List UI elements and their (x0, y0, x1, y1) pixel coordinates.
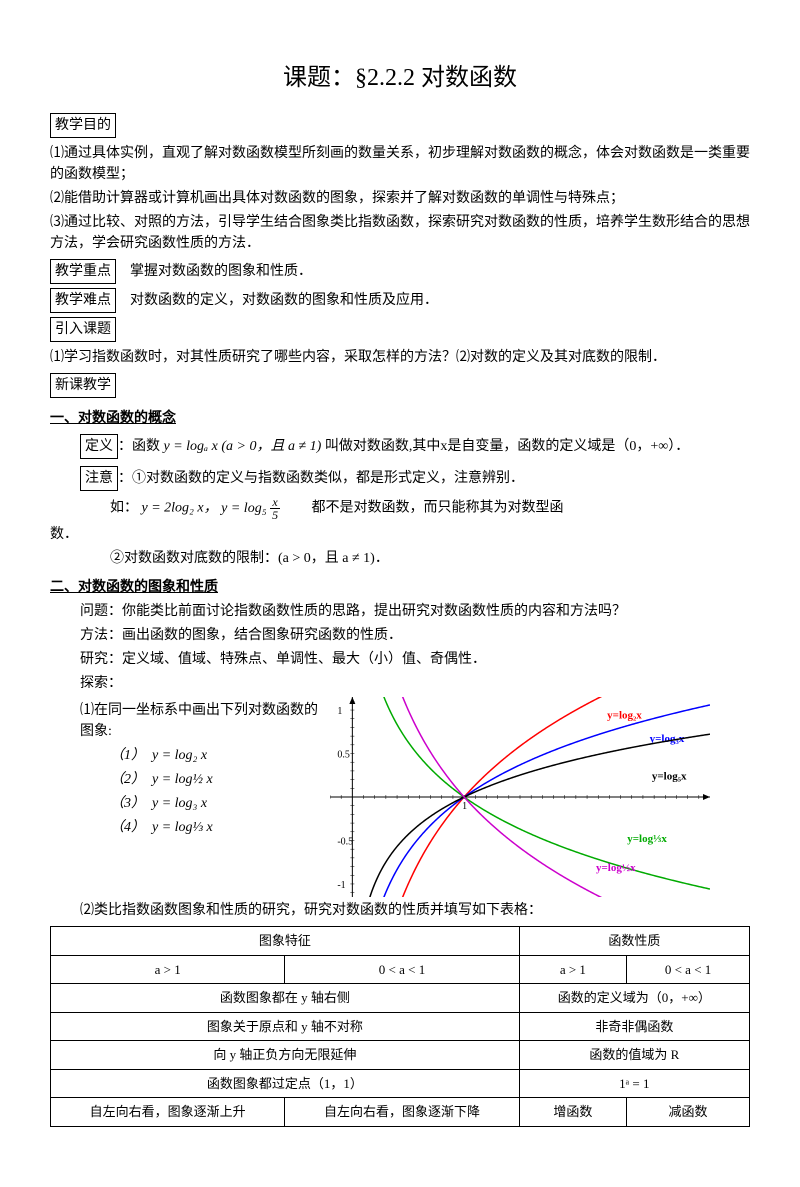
svg-text:0.5: 0.5 (337, 750, 350, 761)
header-difficulty: 教学难点 (50, 288, 116, 313)
svg-text:y=log⅓x: y=log⅓x (627, 833, 667, 845)
log-graph: 10.5-0.5-11y=log₂xy=log₃xy=log₅xy=log⅓xy… (330, 697, 710, 897)
table-row: a > 1 0 < a < 1 a > 1 0 < a < 1 (51, 955, 750, 984)
goal-2: ⑵能借助计算器或计算机画出具体对数函数的图象，探索并了解对数函数的单调性与特殊点… (50, 188, 750, 209)
svg-text:1: 1 (462, 801, 467, 812)
example-line-2: 数． (50, 524, 750, 545)
th-image: 图象特征 (51, 927, 520, 956)
example-line-1: 如： y = 2log₂ x， y = log₅ x5 都不是对数函数，而只能称… (50, 496, 750, 521)
cell: a > 1 (519, 955, 626, 984)
difficulty-text: 对数函数的定义，对数函数的图象和性质及应用． (130, 293, 438, 308)
header-goal: 教学目的 (50, 113, 116, 138)
table-row: 函数图象都过定点（1，1） 1ᵃ = 1 (51, 1069, 750, 1098)
section2-title: 二、对数函数的图象和性质 (50, 577, 750, 598)
method: 方法：画出函数的图象，结合图象研究函数的性质． (50, 625, 750, 646)
table-row: 图象关于原点和 y 轴不对称 非奇非偶函数 (51, 1012, 750, 1041)
table-intro: ⑵类比指数函数图象和性质的研究，研究对数函数的性质并填写如下表格： (50, 900, 750, 921)
cell: 函数图象都在 y 轴右侧 (51, 984, 520, 1013)
cell: 1ᵃ = 1 (519, 1069, 749, 1098)
th-props: 函数性质 (519, 927, 749, 956)
definition-label: 定义 (80, 434, 118, 459)
section1-title: 一、对数函数的概念 (50, 408, 750, 429)
note-line-2: ②对数函数对底数的限制：(a > 0，且 a ≠ 1)． (50, 548, 750, 569)
page-title: 课题：§2.2.2 对数函数 (50, 60, 750, 96)
goal-1: ⑴通过具体实例，直观了解对数函数模型所刻画的数量关系，初步理解对数函数的概念，体… (50, 143, 750, 185)
cell: 自左向右看，图象逐渐上升 (51, 1098, 285, 1127)
table-row: 向 y 轴正负方向无限延伸 函数的值域为 R (51, 1041, 750, 1070)
cell: 0 < a < 1 (627, 955, 750, 984)
graph-intro: ⑴在同一坐标系中画出下列对数函数的图象: (50, 700, 330, 742)
note-line-1: 注意：①对数函数的定义与指数函数类似，都是形式定义，注意辨别． (50, 464, 750, 493)
fn-4: （4） y = log⅓ x (50, 817, 330, 838)
cell: 0 < a < 1 (285, 955, 519, 984)
cell: 图象关于原点和 y 轴不对称 (51, 1012, 520, 1041)
svg-text:y=log₅x: y=log₅x (652, 771, 687, 783)
cell: 向 y 轴正负方向无限延伸 (51, 1041, 520, 1070)
research: 研究：定义域、值域、特殊点、单调性、最大（小）值、奇偶性． (50, 649, 750, 670)
cell: 函数的值域为 R (519, 1041, 749, 1070)
intro-text: ⑴学习指数函数时，对其性质研究了哪些内容，采取怎样的方法？⑵对数的定义及其对底数… (50, 347, 750, 368)
svg-text:1: 1 (337, 706, 342, 717)
explore: 探索： (50, 673, 750, 694)
cell: 减函数 (627, 1098, 750, 1127)
cell: 自左向右看，图象逐渐下降 (285, 1098, 519, 1127)
table-row: 自左向右看，图象逐渐上升 自左向右看，图象逐渐下降 增函数 减函数 (51, 1098, 750, 1127)
header-intro: 引入课题 (50, 317, 116, 342)
fn-1: （1） y = log₂ x (50, 745, 330, 766)
cell: 函数图象都过定点（1，1） (51, 1069, 520, 1098)
table-row: 函数图象都在 y 轴右侧 函数的定义域为（0，+∞） (51, 984, 750, 1013)
header-newlesson: 新课教学 (50, 373, 116, 398)
svg-text:y=log½x: y=log½x (596, 862, 636, 874)
definition-line: 定义：函数 y = logₐ x (a > 0，且 a ≠ 1) 叫做对数函数,… (50, 432, 750, 461)
svg-text:-0.5: -0.5 (337, 836, 353, 847)
table-row: 图象特征 函数性质 (51, 927, 750, 956)
header-keypoint: 教学重点 (50, 259, 116, 284)
svg-text:-1: -1 (337, 880, 345, 891)
svg-text:y=log₂x: y=log₂x (607, 710, 642, 722)
keypoint-text: 掌握对数函数的图象和性质． (130, 264, 312, 279)
fn-3: （3） y = log₃ x (50, 793, 330, 814)
note-label: 注意 (80, 466, 118, 491)
cell: 增函数 (519, 1098, 626, 1127)
cell: 函数的定义域为（0，+∞） (519, 984, 749, 1013)
question: 问题：你能类比前面讨论指数函数性质的思路，提出研究对数函数性质的内容和方法吗？ (50, 601, 750, 622)
cell: a > 1 (51, 955, 285, 984)
goal-3: ⑶通过比较、对照的方法，引导学生结合图象类比指数函数，探索研究对数函数的性质，培… (50, 212, 750, 254)
fn-2: （2） y = log½ x (50, 769, 330, 790)
cell: 非奇非偶函数 (519, 1012, 749, 1041)
properties-table: 图象特征 函数性质 a > 1 0 < a < 1 a > 1 0 < a < … (50, 926, 750, 1127)
